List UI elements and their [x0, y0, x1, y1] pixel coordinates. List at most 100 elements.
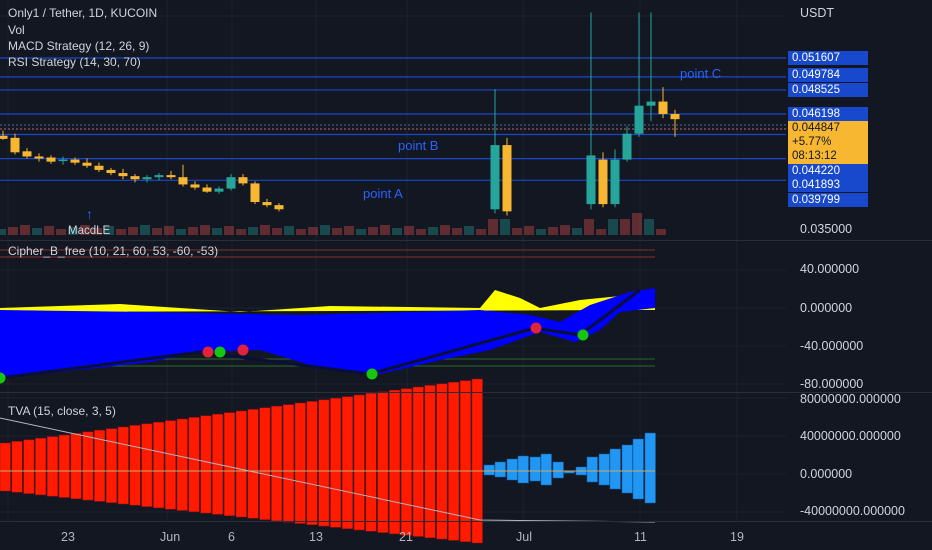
candle-body — [598, 159, 608, 205]
cipher-yellow-area — [0, 290, 655, 312]
volume-bar — [572, 228, 582, 235]
volume-bar — [320, 225, 330, 235]
volume-bar — [548, 227, 558, 235]
study-vol[interactable]: Vol — [8, 23, 25, 37]
volume-bar — [32, 228, 42, 235]
tva-red-bar — [318, 399, 330, 527]
candle-body — [166, 175, 176, 178]
price-badge: 0.044220 — [788, 164, 868, 178]
annotation-point-c[interactable]: point C — [680, 66, 722, 81]
candle-body — [94, 165, 104, 170]
price-axis-currency[interactable]: USDT — [800, 6, 835, 20]
volume-bar — [524, 226, 534, 235]
volume-bar — [236, 229, 246, 235]
time-axis-label: 11 — [634, 530, 647, 544]
volume-bar — [188, 227, 198, 235]
volume-bar — [200, 225, 210, 235]
tva-red-bar — [471, 378, 483, 544]
volume-bar — [104, 226, 114, 235]
last-price-badge: 0.044847 +5.77% 08:13:12 — [788, 121, 868, 164]
volume-bar — [128, 227, 138, 235]
volume-bar — [380, 225, 390, 235]
tva-axis-tick: 0.000000 — [800, 467, 853, 481]
candle-body — [154, 175, 164, 178]
tva-red-bar — [377, 391, 389, 533]
volume-bar — [512, 228, 522, 235]
candle-body — [658, 101, 668, 115]
last-price-change: +5.77% — [792, 136, 832, 148]
candle-body — [586, 155, 596, 205]
tva-red-bar — [282, 404, 294, 523]
cipher-signal-dot — [237, 344, 249, 356]
tva-title[interactable]: TVA (15, close, 3, 5) — [8, 404, 116, 418]
volume-bar — [644, 219, 654, 235]
tva-red-bar — [424, 385, 436, 539]
study-rsi[interactable]: RSI Strategy (14, 30, 70) — [8, 55, 141, 69]
volume-bar — [560, 225, 570, 235]
volume-bar — [164, 226, 174, 235]
tva-red-bar — [141, 423, 153, 507]
cipher-title[interactable]: Cipher_B_free (10, 21, 60, 53, -60, -53) — [8, 244, 219, 258]
volume-bar — [500, 219, 510, 235]
volume-bar — [392, 228, 402, 235]
tva-blue-bar — [644, 432, 656, 504]
price-badge: 0.039799 — [788, 193, 868, 207]
candle-body — [58, 159, 68, 162]
candle-body — [178, 177, 188, 185]
cipher-b-pane — [0, 249, 655, 384]
cipher-signal-dot — [366, 368, 378, 380]
tva-blue-bar — [494, 461, 506, 478]
volume-bar — [416, 229, 426, 235]
volume-bar — [308, 227, 318, 235]
tva-axis-tick: 40000000.000000 — [800, 429, 901, 443]
tva-red-bar — [459, 380, 471, 542]
candle-body — [262, 202, 272, 206]
candle-body — [622, 133, 632, 160]
candle-body — [190, 184, 200, 188]
tva-red-bar — [271, 405, 283, 522]
volume-bar — [608, 219, 618, 235]
tva-red-bar — [82, 431, 94, 501]
candle-body — [634, 105, 644, 134]
volume-bar — [260, 225, 270, 235]
annotation-point-b[interactable]: point B — [398, 138, 439, 153]
candlestick-series — [0, 12, 680, 216]
cipher-signal-dot — [202, 346, 214, 358]
candle-body — [670, 114, 680, 120]
symbol-title[interactable]: Only1 / Tether, 1D, KUCOIN — [8, 6, 158, 20]
volume-bar — [116, 229, 126, 235]
candle-body — [238, 177, 248, 184]
volume-bar — [44, 226, 54, 235]
tva-blue-bar — [483, 464, 495, 476]
volume-bar — [212, 228, 222, 235]
volume-bar — [656, 229, 666, 235]
candle-body — [610, 159, 620, 205]
tva-red-bar — [11, 441, 23, 493]
candle-body — [10, 137, 20, 153]
tva-red-bar — [0, 442, 11, 492]
tva-blue-bar — [506, 458, 518, 481]
pane-separator[interactable] — [0, 240, 932, 241]
time-axis-label: Jun — [160, 530, 181, 544]
tva-red-bar — [448, 381, 460, 541]
horizontal-levels[interactable] — [0, 57, 786, 181]
study-macd[interactable]: MACD Strategy (12, 26, 9) — [8, 39, 150, 53]
tva-red-bar — [105, 428, 117, 503]
tva-blue-bar — [552, 461, 564, 479]
cipher-signal-dot — [0, 372, 6, 384]
volume-bar — [464, 226, 474, 235]
candle-body — [502, 145, 512, 212]
volume-bar — [20, 225, 30, 235]
candle-body — [22, 151, 32, 157]
time-axis-label: 21 — [399, 530, 413, 544]
pane-separator[interactable] — [0, 392, 932, 393]
annotation-point-a[interactable]: point A — [363, 186, 403, 201]
price-badge: 0.041893 — [788, 178, 868, 192]
tva-red-bar — [23, 439, 35, 494]
price-axis-tick: 0.035000 — [800, 222, 853, 236]
cipher-signal-dot — [577, 329, 589, 341]
volume-bar — [68, 227, 78, 235]
tva-pane — [0, 378, 656, 544]
tva-red-bar — [94, 429, 106, 502]
